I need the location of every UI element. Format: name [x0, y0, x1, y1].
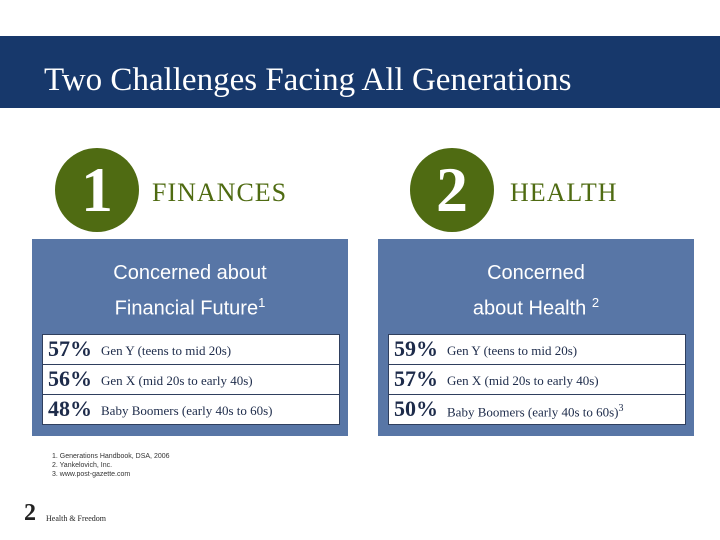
stat-label: Gen X (mid 20s to early 40s) — [447, 373, 599, 388]
heading-health: HEALTH — [510, 178, 618, 207]
panel-title-finances: Concerned about Financial Future1 — [32, 259, 348, 324]
panel-title-health: Concerned about Health 2 — [378, 259, 694, 324]
stat-row: 57% Gen Y (teens to mid 20s) — [42, 334, 340, 365]
footnote-ref: 3 — [618, 403, 624, 414]
stat-row: 50% Baby Boomers (early 40s to 60s)3 — [388, 394, 686, 425]
stat-label: Gen Y (teens to mid 20s) — [101, 343, 232, 358]
panel-finances: Concerned about Financial Future1 57% Ge… — [32, 239, 348, 436]
panel-title-line1: Concerned about — [113, 262, 267, 284]
stat-percent: 56% — [48, 366, 92, 391]
footnotes: 1. Generations Handbook, DSA, 2006 2. Ya… — [52, 452, 170, 479]
stat-label: Gen Y (teens to mid 20s) — [447, 343, 578, 358]
footnote: 1. Generations Handbook, DSA, 2006 — [52, 453, 170, 460]
panel-title-line2: about Health — [472, 297, 592, 320]
footnote-ref: 2 — [591, 295, 600, 310]
footnote-ref: 1 — [258, 295, 266, 310]
page-number: 2 — [24, 500, 36, 526]
stat-label: Baby Boomers (early 40s to 60s) — [101, 403, 273, 418]
footer-label: Health & Freedom — [46, 514, 106, 523]
stat-percent: 57% — [48, 336, 92, 361]
stat-row: 57% Gen X (mid 20s to early 40s) — [388, 364, 686, 395]
stat-percent: 59% — [394, 336, 438, 361]
stat-row: 48% Baby Boomers (early 40s to 60s) — [42, 394, 340, 425]
number-badge-health: 2 — [410, 148, 494, 232]
title-bar — [0, 36, 720, 108]
stat-percent: 48% — [48, 396, 92, 421]
stat-row: 56% Gen X (mid 20s to early 40s) — [42, 364, 340, 395]
stat-label-text: Baby Boomers (early 40s to 60s) — [447, 404, 619, 420]
stat-percent: 57% — [394, 366, 438, 391]
stat-label: Gen X (mid 20s to early 40s) — [101, 373, 253, 388]
stat-row: 59% Gen Y (teens to mid 20s) — [388, 334, 686, 365]
stat-percent: 50% — [394, 396, 438, 421]
number-badge-finances: 1 — [55, 148, 139, 232]
footnote: 3. www.post-gazette.com — [52, 471, 131, 478]
panel-health: Concerned about Health 2 59% Gen Y (teen… — [378, 239, 694, 436]
footnote: 2. Yankelovich, Inc. — [52, 462, 113, 469]
panel-title-line2: Financial Future — [114, 297, 259, 320]
stat-label: Baby Boomers (early 40s to 60s)3 — [447, 403, 624, 420]
heading-finances: FINANCES — [152, 178, 288, 207]
panel-title-line1: Concerned — [487, 262, 585, 284]
slide-title: Two Challenges Facing All Generations — [44, 62, 572, 98]
